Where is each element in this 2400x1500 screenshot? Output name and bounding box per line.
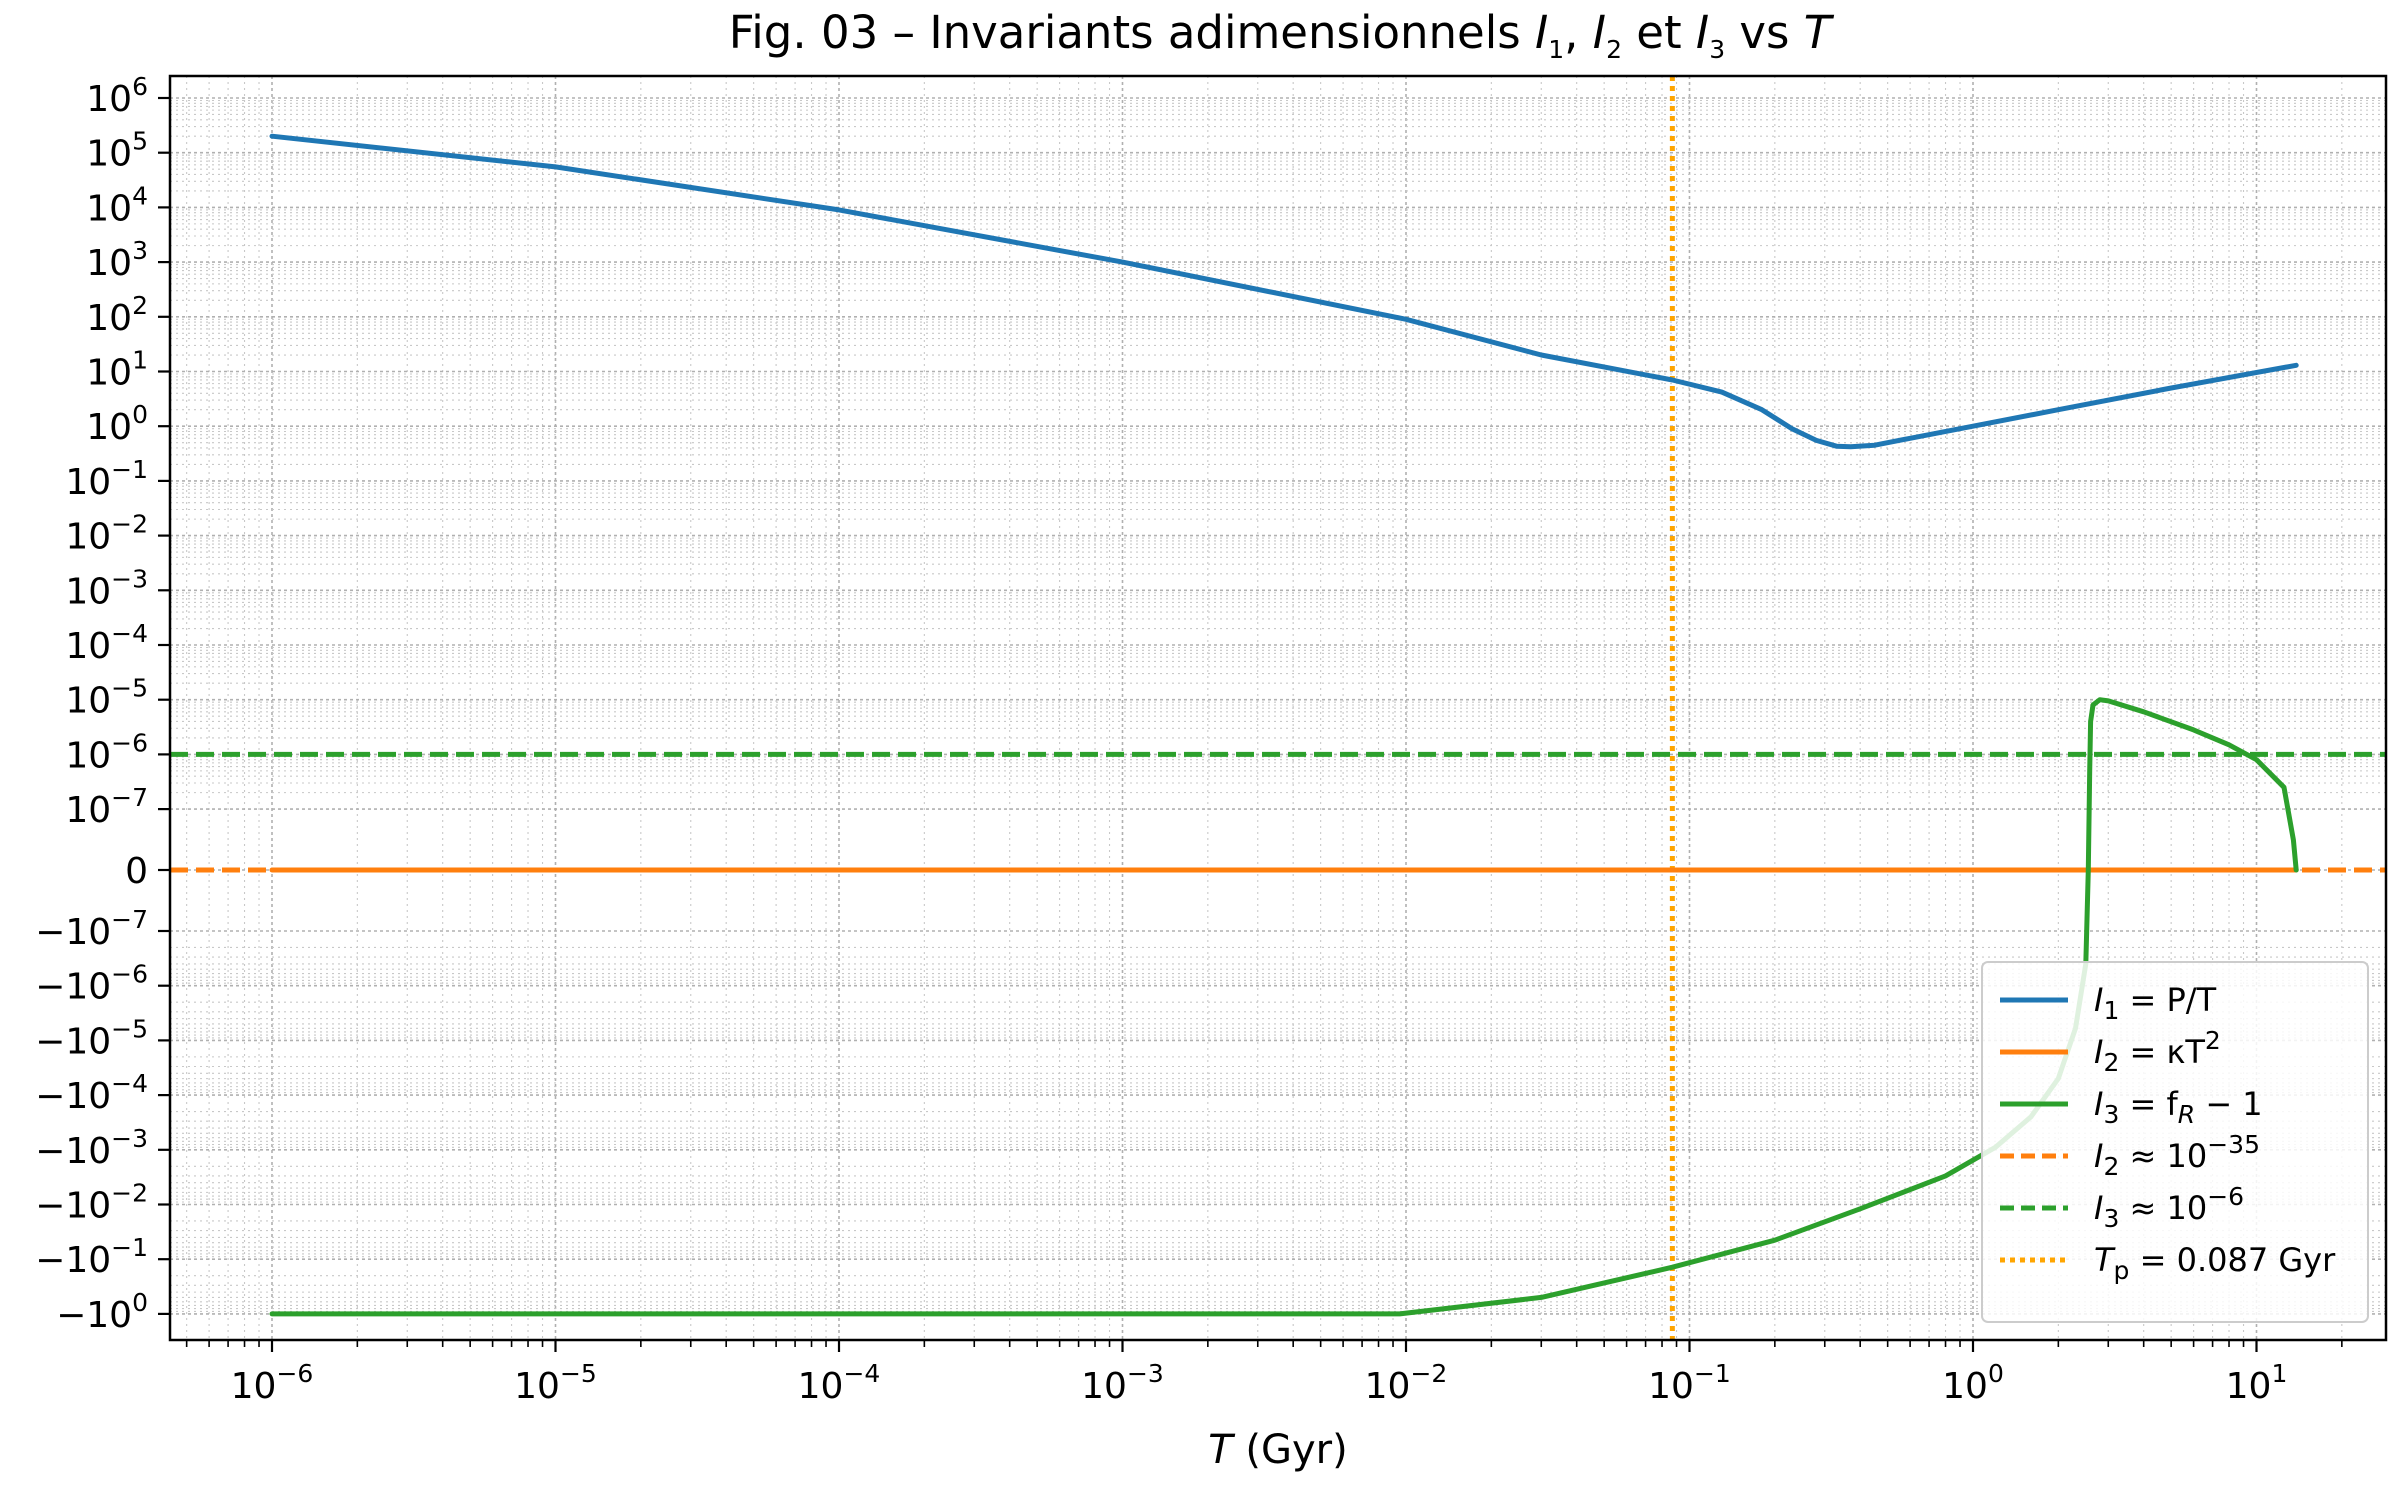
y-tick-label: 0: [125, 851, 148, 892]
legend-box: [1981, 961, 2369, 1323]
y-tick-label: −100: [56, 1288, 148, 1336]
y-tick-label: 10−4: [65, 619, 148, 667]
x-tick-label: 101: [2226, 1359, 2288, 1407]
y-tick-label: −10−2: [35, 1179, 148, 1227]
legend-label-I3_ref: I3 ≈ 10−6: [2094, 1182, 2244, 1233]
x-tick-label: 10−3: [1081, 1359, 1164, 1407]
y-tick-label: −10−4: [35, 1069, 148, 1117]
x-tick-label: 10−6: [231, 1359, 314, 1407]
y-tick-label: 101: [86, 346, 148, 394]
x-tick-label: 100: [1942, 1359, 2004, 1407]
legend-label-I2_ref: I2 ≈ 10−35: [2094, 1130, 2260, 1181]
y-tick-label: 104: [86, 181, 148, 229]
y-tick-label: −10−6: [35, 960, 148, 1008]
x-tick-label: 10−2: [1365, 1359, 1448, 1407]
x-tick-label: 10−5: [514, 1359, 597, 1407]
y-tick-label: −10−3: [35, 1124, 148, 1172]
series-line-I1: [269, 133, 2299, 450]
y-tick-label: 10−6: [65, 728, 148, 776]
y-tick-label: 10−7: [65, 783, 148, 831]
y-tick-label: −10−7: [35, 905, 148, 953]
grid: [170, 76, 2386, 1340]
plot-frame: [168, 74, 2388, 1342]
data-series: [269, 133, 2299, 1317]
legend: I1 = P/TI2 = κT2 I3 = fR − 1I2 ≈ 10−35I3 …: [1981, 961, 2369, 1323]
legend-label-I3: I3 = fR − 1: [2094, 1085, 2263, 1129]
y-tick-label: 10−1: [65, 455, 148, 503]
y-axis-ticks: 106 105 104 103 102 101 100 10−1 10−2 10−3 10−4 10−…: [35, 72, 170, 1336]
y-tick-label: 105: [86, 127, 148, 175]
chart-title: Fig. 03 – Invariants adimensionnels I1, …: [729, 6, 1835, 64]
y-tick-label: 10−3: [65, 564, 148, 612]
y-tick-label: 106: [86, 72, 148, 120]
x-axis-label: T (Gyr): [1208, 1427, 1347, 1473]
y-tick-label: 103: [86, 236, 148, 284]
legend-label-Tp: Tp = 0.087 Gyr: [2094, 1241, 2336, 1285]
y-tick-label: −10−5: [35, 1014, 148, 1062]
y-tick-label: 10−5: [65, 674, 148, 722]
x-tick-label: 10−4: [798, 1359, 881, 1407]
series-line-I3: [269, 697, 2299, 1317]
x-axis-ticks: 10−6 10−5 10−4 10−3 10−2 10−1 100 101: [185, 1340, 2343, 1407]
x-tick-label: 10−1: [1648, 1359, 1731, 1407]
legend-label-I1: I1 = P/T: [2094, 981, 2217, 1025]
y-tick-label: 100: [86, 400, 148, 448]
y-tick-label: −10−1: [35, 1233, 148, 1281]
y-tick-label: 10−2: [65, 510, 148, 558]
legend-label-I2: I2 = κT2: [2094, 1026, 2221, 1077]
y-tick-label: 102: [86, 291, 148, 339]
